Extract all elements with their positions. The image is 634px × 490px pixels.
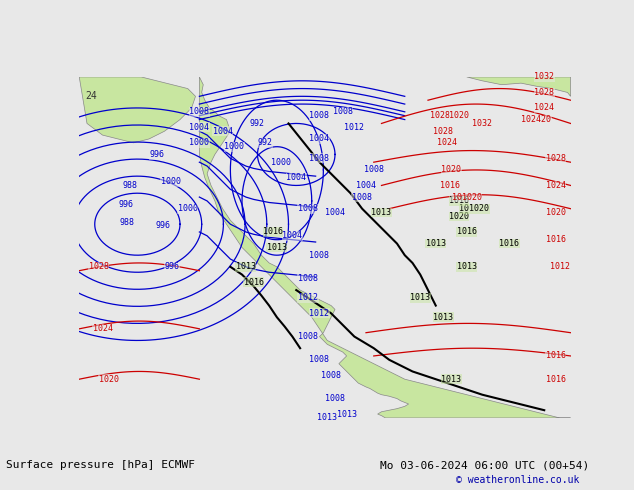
Polygon shape (199, 77, 571, 418)
Text: 996: 996 (149, 150, 164, 159)
Text: 1028: 1028 (430, 111, 450, 120)
Text: 1008: 1008 (298, 332, 318, 341)
Text: 1004: 1004 (190, 123, 209, 132)
Text: 992: 992 (250, 119, 265, 128)
Text: 1008: 1008 (321, 371, 341, 380)
Text: 1013: 1013 (441, 375, 462, 384)
Text: 1032: 1032 (534, 73, 554, 81)
Text: 1013: 1013 (426, 239, 446, 248)
Text: 1004: 1004 (286, 173, 306, 182)
Text: 996: 996 (155, 221, 171, 230)
Text: 992: 992 (258, 138, 273, 147)
Text: © weatheronline.co.uk: © weatheronline.co.uk (456, 475, 580, 485)
Text: 1012: 1012 (309, 309, 330, 318)
Text: 1008: 1008 (298, 274, 318, 283)
Text: 1013: 1013 (434, 313, 453, 322)
Text: 1013: 1013 (317, 414, 337, 422)
Text: 1008: 1008 (333, 107, 353, 116)
Text: 1004: 1004 (309, 134, 330, 144)
Text: 1020: 1020 (99, 375, 119, 384)
Text: 1000: 1000 (160, 177, 181, 186)
Text: 1008: 1008 (309, 251, 330, 260)
Text: 1000: 1000 (271, 158, 291, 167)
Text: 1016: 1016 (440, 181, 460, 190)
Text: 1028: 1028 (534, 88, 554, 97)
Text: 1028: 1028 (89, 262, 108, 271)
Text: 102420: 102420 (522, 115, 552, 124)
Text: 1016: 1016 (546, 375, 566, 384)
Text: Surface pressure [hPa] ECMWF: Surface pressure [hPa] ECMWF (6, 461, 195, 470)
Polygon shape (467, 77, 571, 97)
Text: 1012: 1012 (298, 294, 318, 302)
Text: 101020: 101020 (460, 204, 489, 213)
Text: 996: 996 (165, 262, 180, 271)
Text: 1024: 1024 (93, 324, 112, 333)
Text: 1016: 1016 (500, 239, 519, 248)
Text: 988: 988 (120, 218, 135, 227)
Text: 988: 988 (122, 181, 137, 190)
Text: 1004: 1004 (325, 208, 345, 217)
Text: 1008: 1008 (364, 166, 384, 174)
Text: 1004: 1004 (356, 181, 376, 190)
Text: 1020: 1020 (449, 111, 469, 120)
Text: 1000: 1000 (190, 138, 209, 147)
Text: 1008: 1008 (190, 107, 209, 116)
Text: 1008: 1008 (309, 154, 330, 163)
Text: 1028: 1028 (546, 154, 566, 163)
Text: 1000: 1000 (224, 142, 244, 151)
Text: 1004: 1004 (212, 127, 233, 136)
Polygon shape (79, 77, 195, 143)
Text: 1020: 1020 (546, 208, 566, 217)
Text: 1024: 1024 (437, 138, 457, 147)
Text: 24: 24 (86, 91, 97, 101)
Text: 1008: 1008 (352, 193, 372, 201)
Text: 1020: 1020 (449, 212, 469, 221)
Text: 1008: 1008 (325, 394, 345, 403)
Text: 1013: 1013 (456, 262, 477, 271)
Text: 1012: 1012 (550, 262, 570, 271)
Text: 1008: 1008 (298, 204, 318, 213)
Text: 1024: 1024 (546, 181, 566, 190)
Text: 996: 996 (119, 200, 133, 209)
Text: 1013: 1013 (410, 294, 430, 302)
Text: 1016: 1016 (456, 227, 477, 237)
Text: 1024: 1024 (534, 103, 554, 112)
Text: 1013: 1013 (267, 243, 287, 252)
Text: 1004: 1004 (282, 231, 302, 240)
Text: 1013: 1013 (236, 262, 256, 271)
Text: 1016: 1016 (263, 227, 283, 237)
Text: 1016: 1016 (546, 351, 566, 361)
Text: Mo 03-06-2024 06:00 UTC (00+54): Mo 03-06-2024 06:00 UTC (00+54) (380, 461, 590, 470)
Text: 1008: 1008 (309, 111, 330, 120)
Text: 1013: 1013 (337, 410, 356, 418)
Text: 1008: 1008 (309, 355, 330, 365)
Text: 1032: 1032 (472, 119, 492, 128)
Text: 101020: 101020 (452, 193, 482, 201)
Text: 1012: 1012 (344, 123, 365, 132)
Text: 1016: 1016 (449, 196, 469, 205)
Text: 1028: 1028 (434, 127, 453, 136)
Text: 1000: 1000 (178, 204, 198, 213)
Text: 1016: 1016 (243, 278, 264, 287)
Text: 1020: 1020 (441, 166, 462, 174)
Text: 1013: 1013 (372, 208, 392, 217)
Text: 1016: 1016 (546, 235, 566, 244)
